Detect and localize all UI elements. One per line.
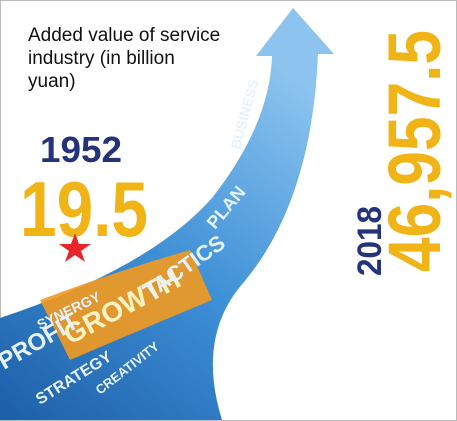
canvas: GROWTHPROFITSYNERGYSTRATEGYCREATIVITYTAC…: [0, 0, 457, 421]
title-line: yuan): [28, 71, 76, 92]
start-value: 19.5: [20, 165, 148, 253]
start-year: 1952: [40, 129, 122, 170]
infographic: GROWTHPROFITSYNERGYSTRATEGYCREATIVITYTAC…: [0, 0, 457, 421]
end-value: 46,957.5: [373, 30, 456, 272]
title-line: Added value of service: [28, 25, 220, 46]
title-line: industry (in billion: [28, 48, 175, 69]
